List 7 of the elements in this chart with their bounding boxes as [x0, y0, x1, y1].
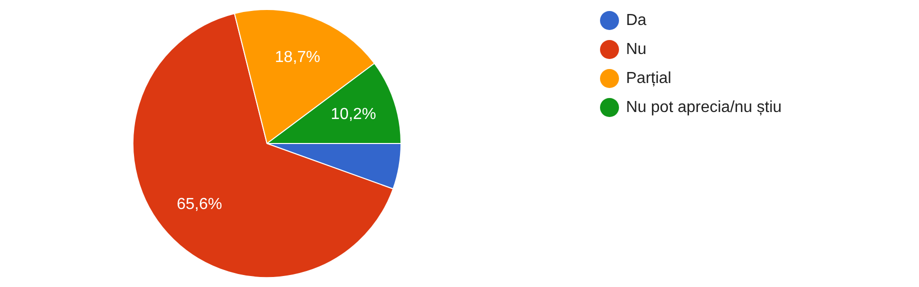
legend-label: Nu pot aprecia/nu știu: [626, 98, 782, 116]
data-label: 18,7%: [274, 49, 320, 66]
legend-label: Nu: [626, 40, 646, 58]
legend-label: Da: [626, 12, 646, 30]
data-label: 65,6%: [176, 196, 222, 214]
data-label: 10,2%: [330, 106, 376, 124]
legend-label: Parțial: [626, 70, 672, 88]
